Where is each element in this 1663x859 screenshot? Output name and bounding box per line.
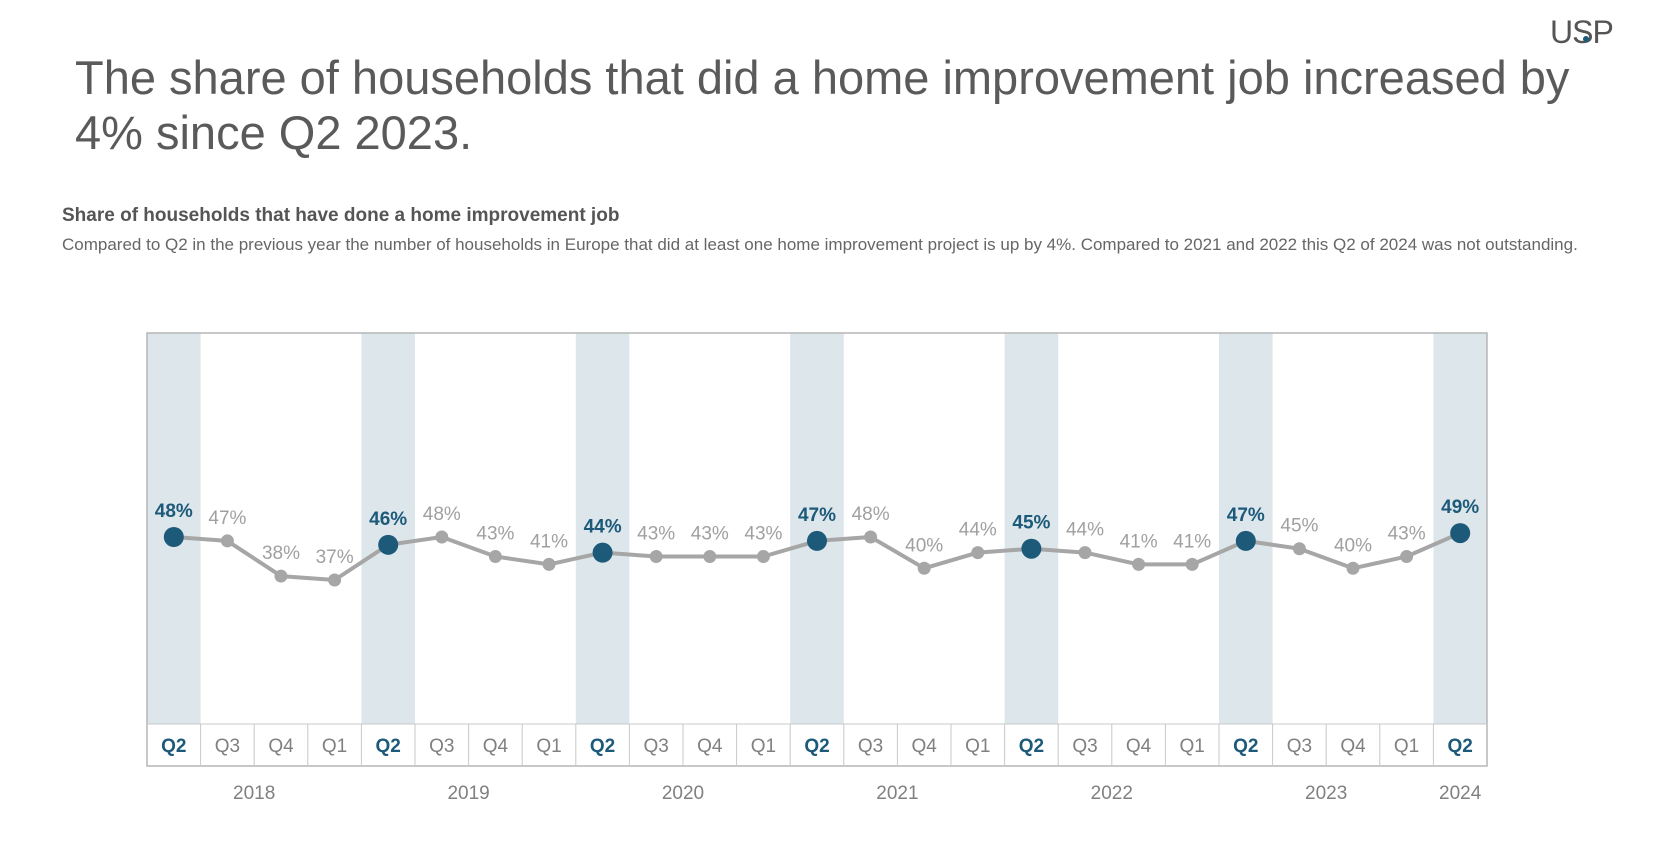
data-point <box>274 569 288 583</box>
data-label: 48% <box>423 504 461 525</box>
data-label: 48% <box>155 501 193 522</box>
data-label: 38% <box>262 543 300 564</box>
data-point <box>1400 550 1414 564</box>
data-label: 44% <box>1066 520 1104 541</box>
data-point <box>1078 546 1092 560</box>
category-label: Q3 <box>858 736 883 757</box>
data-point-highlight <box>807 530 827 551</box>
chart-title: Share of households that have done a hom… <box>62 205 620 226</box>
data-label: 41% <box>1173 531 1211 552</box>
logo-dot-icon <box>1583 36 1589 42</box>
data-label: 44% <box>584 517 622 538</box>
category-label: Q1 <box>1394 736 1419 757</box>
plot-frame <box>146 332 1488 767</box>
data-point-highlight <box>1450 523 1471 544</box>
data-label: 37% <box>316 547 354 568</box>
data-label: 45% <box>1280 516 1318 537</box>
data-point <box>488 550 502 564</box>
highlight-band <box>1219 333 1273 724</box>
category-label: Q4 <box>912 736 938 757</box>
highlight-band <box>1004 333 1059 724</box>
data-point <box>864 530 878 544</box>
data-label: 45% <box>1012 513 1050 534</box>
data-point-highlight <box>163 527 184 547</box>
year-label: 2021 <box>876 783 918 804</box>
category-label: Q2 <box>1448 736 1473 757</box>
data-label: 49% <box>1441 497 1479 518</box>
data-label: 40% <box>1334 535 1372 556</box>
data-label: 43% <box>744 524 782 545</box>
data-point <box>917 561 931 575</box>
data-point <box>756 550 770 564</box>
category-label: Q2 <box>1019 736 1044 757</box>
category-label: Q3 <box>644 736 669 757</box>
data-label: 41% <box>1120 531 1158 552</box>
data-point <box>435 530 449 544</box>
data-point <box>1292 542 1306 556</box>
category-label: Q3 <box>215 736 240 757</box>
category-label: Q2 <box>804 736 829 757</box>
category-label: Q1 <box>1180 736 1205 757</box>
category-label: Q2 <box>376 736 401 757</box>
category-label: Q3 <box>1287 736 1312 757</box>
data-label: 41% <box>530 531 568 552</box>
headline: The share of households that did a home … <box>75 51 1570 159</box>
category-label: Q4 <box>483 736 509 757</box>
category-label: Q2 <box>1233 736 1258 757</box>
data-point <box>1346 561 1360 575</box>
category-label: Q4 <box>1340 736 1366 757</box>
data-label: 40% <box>905 535 943 556</box>
year-label: 2023 <box>1305 783 1347 804</box>
data-label: 47% <box>208 508 246 529</box>
category-label: Q2 <box>590 736 615 757</box>
data-point <box>649 550 663 564</box>
year-label: 2019 <box>447 783 489 804</box>
year-label: 2024 <box>1439 783 1482 804</box>
category-label: Q3 <box>429 736 454 757</box>
data-label: 48% <box>852 504 890 525</box>
data-label: 43% <box>1388 524 1426 545</box>
data-point <box>703 550 717 564</box>
year-label: 2020 <box>662 783 704 804</box>
data-label: 43% <box>691 524 729 545</box>
data-point <box>220 534 234 548</box>
year-label: 2018 <box>233 783 275 804</box>
data-point-highlight <box>378 534 399 555</box>
data-point-highlight <box>592 542 613 563</box>
data-label: 47% <box>1227 505 1265 526</box>
highlight-band <box>790 333 844 724</box>
data-point <box>971 546 985 560</box>
year-label: 2022 <box>1091 783 1133 804</box>
highlight-band <box>361 333 415 724</box>
data-point-highlight <box>1235 530 1256 551</box>
data-point <box>1185 557 1199 571</box>
category-label: Q2 <box>161 736 186 757</box>
data-label: 44% <box>959 520 997 541</box>
category-label: Q1 <box>751 736 776 757</box>
data-point <box>1132 557 1146 571</box>
data-point-highlight <box>1021 538 1042 559</box>
data-point <box>328 573 342 587</box>
category-label: Q4 <box>697 736 723 757</box>
data-point <box>542 557 556 571</box>
category-label: Q3 <box>1072 736 1097 757</box>
category-label: Q1 <box>965 736 990 757</box>
data-label: 43% <box>637 524 675 545</box>
category-label: Q4 <box>1126 736 1152 757</box>
chart-description: Compared to Q2 in the previous year the … <box>62 235 1578 254</box>
category-label: Q1 <box>536 736 561 757</box>
data-label: 43% <box>476 524 514 545</box>
brand-logo: USP <box>1550 14 1614 50</box>
highlight-band <box>575 333 630 724</box>
data-label: 47% <box>798 505 836 526</box>
data-label: 46% <box>369 509 407 530</box>
category-label: Q4 <box>268 736 294 757</box>
category-label: Q1 <box>322 736 347 757</box>
